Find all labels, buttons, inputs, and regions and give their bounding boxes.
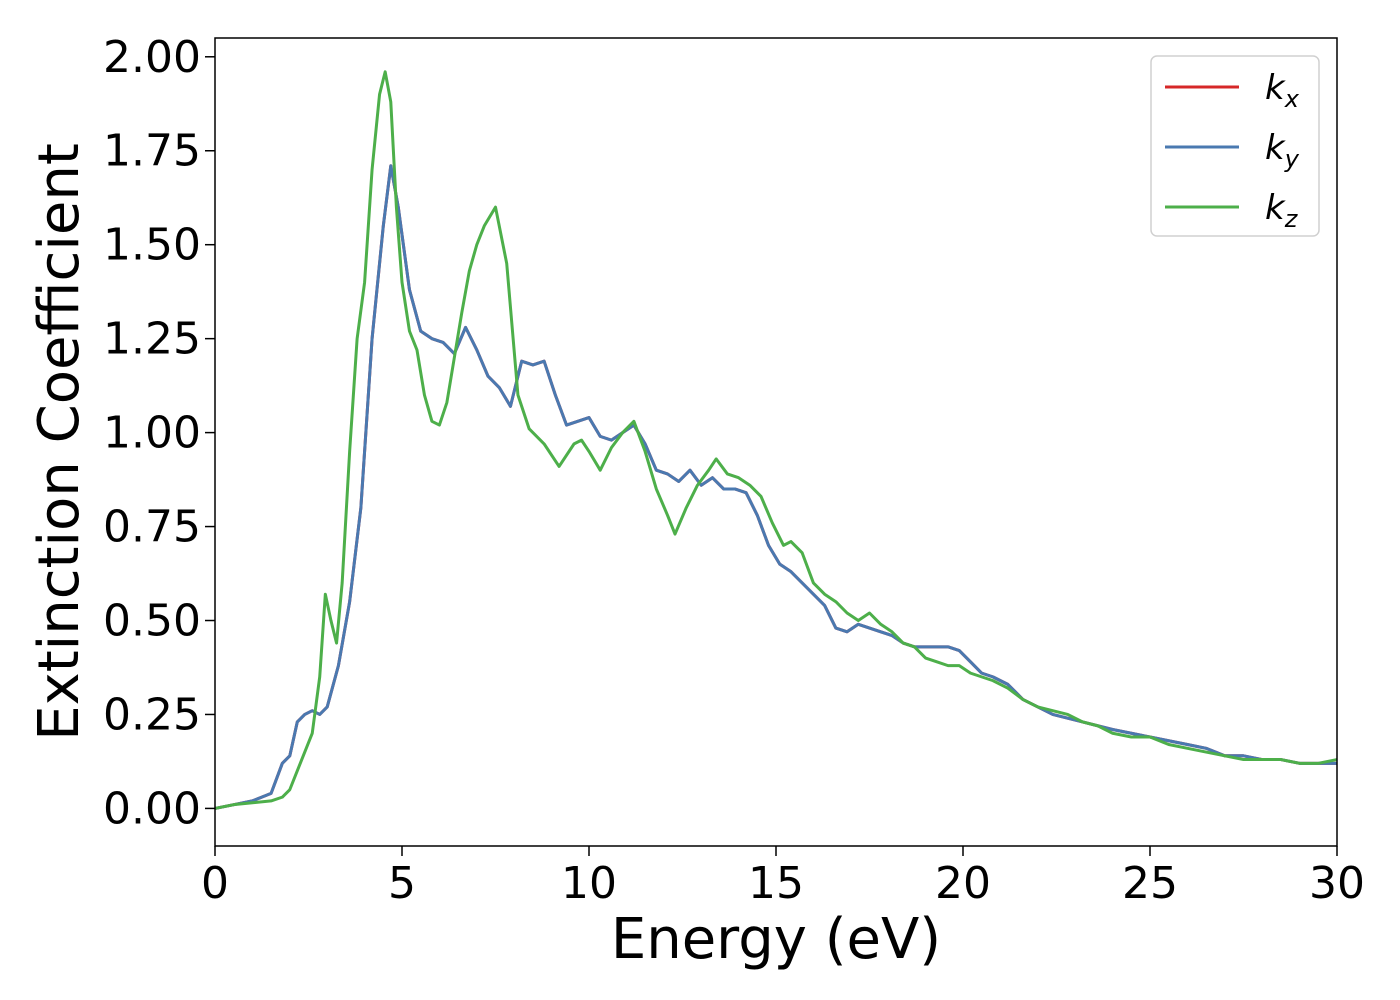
- legend-label-y: ky: [1265, 128, 1300, 173]
- x-tick-label: 25: [1122, 858, 1178, 909]
- y-tick-label: 0.75: [103, 502, 201, 553]
- y-tick-label: 1.00: [103, 408, 201, 459]
- series-line-y: [214, 164, 1337, 810]
- legend: kx ky kz: [1150, 55, 1320, 237]
- y-tick-label: 1.75: [103, 126, 201, 177]
- x-tick-label: 10: [561, 858, 617, 909]
- y-tick-label: 0.00: [103, 783, 201, 834]
- y-tick-label: 0.50: [103, 596, 201, 647]
- x-tick-label: 0: [201, 858, 229, 909]
- x-tick-label: 20: [935, 858, 991, 909]
- x-axis-ticks: 0 5 10 15 20 25 30: [201, 846, 1365, 909]
- y-axis-title: Extinction Coefficient: [27, 143, 92, 741]
- legend-label-x: kx: [1265, 68, 1300, 113]
- y-tick-label: 1.25: [103, 314, 201, 365]
- x-tick-label: 30: [1309, 858, 1365, 909]
- y-tick-label: 1.50: [103, 220, 201, 271]
- y-tick-label: 2.00: [103, 32, 201, 83]
- plot-lines: [214, 70, 1338, 810]
- legend-label-z: kz: [1265, 188, 1299, 233]
- x-tick-label: 15: [748, 858, 804, 909]
- y-axis-ticks: 0.00 0.25 0.50 0.75 1.00 1.25 1.50 1.75 2.00: [103, 32, 215, 834]
- series-line-z: [214, 70, 1338, 810]
- y-tick-label: 0.25: [103, 689, 201, 740]
- x-tick-label: 5: [388, 858, 416, 909]
- x-axis-title: Energy (eV): [611, 907, 941, 972]
